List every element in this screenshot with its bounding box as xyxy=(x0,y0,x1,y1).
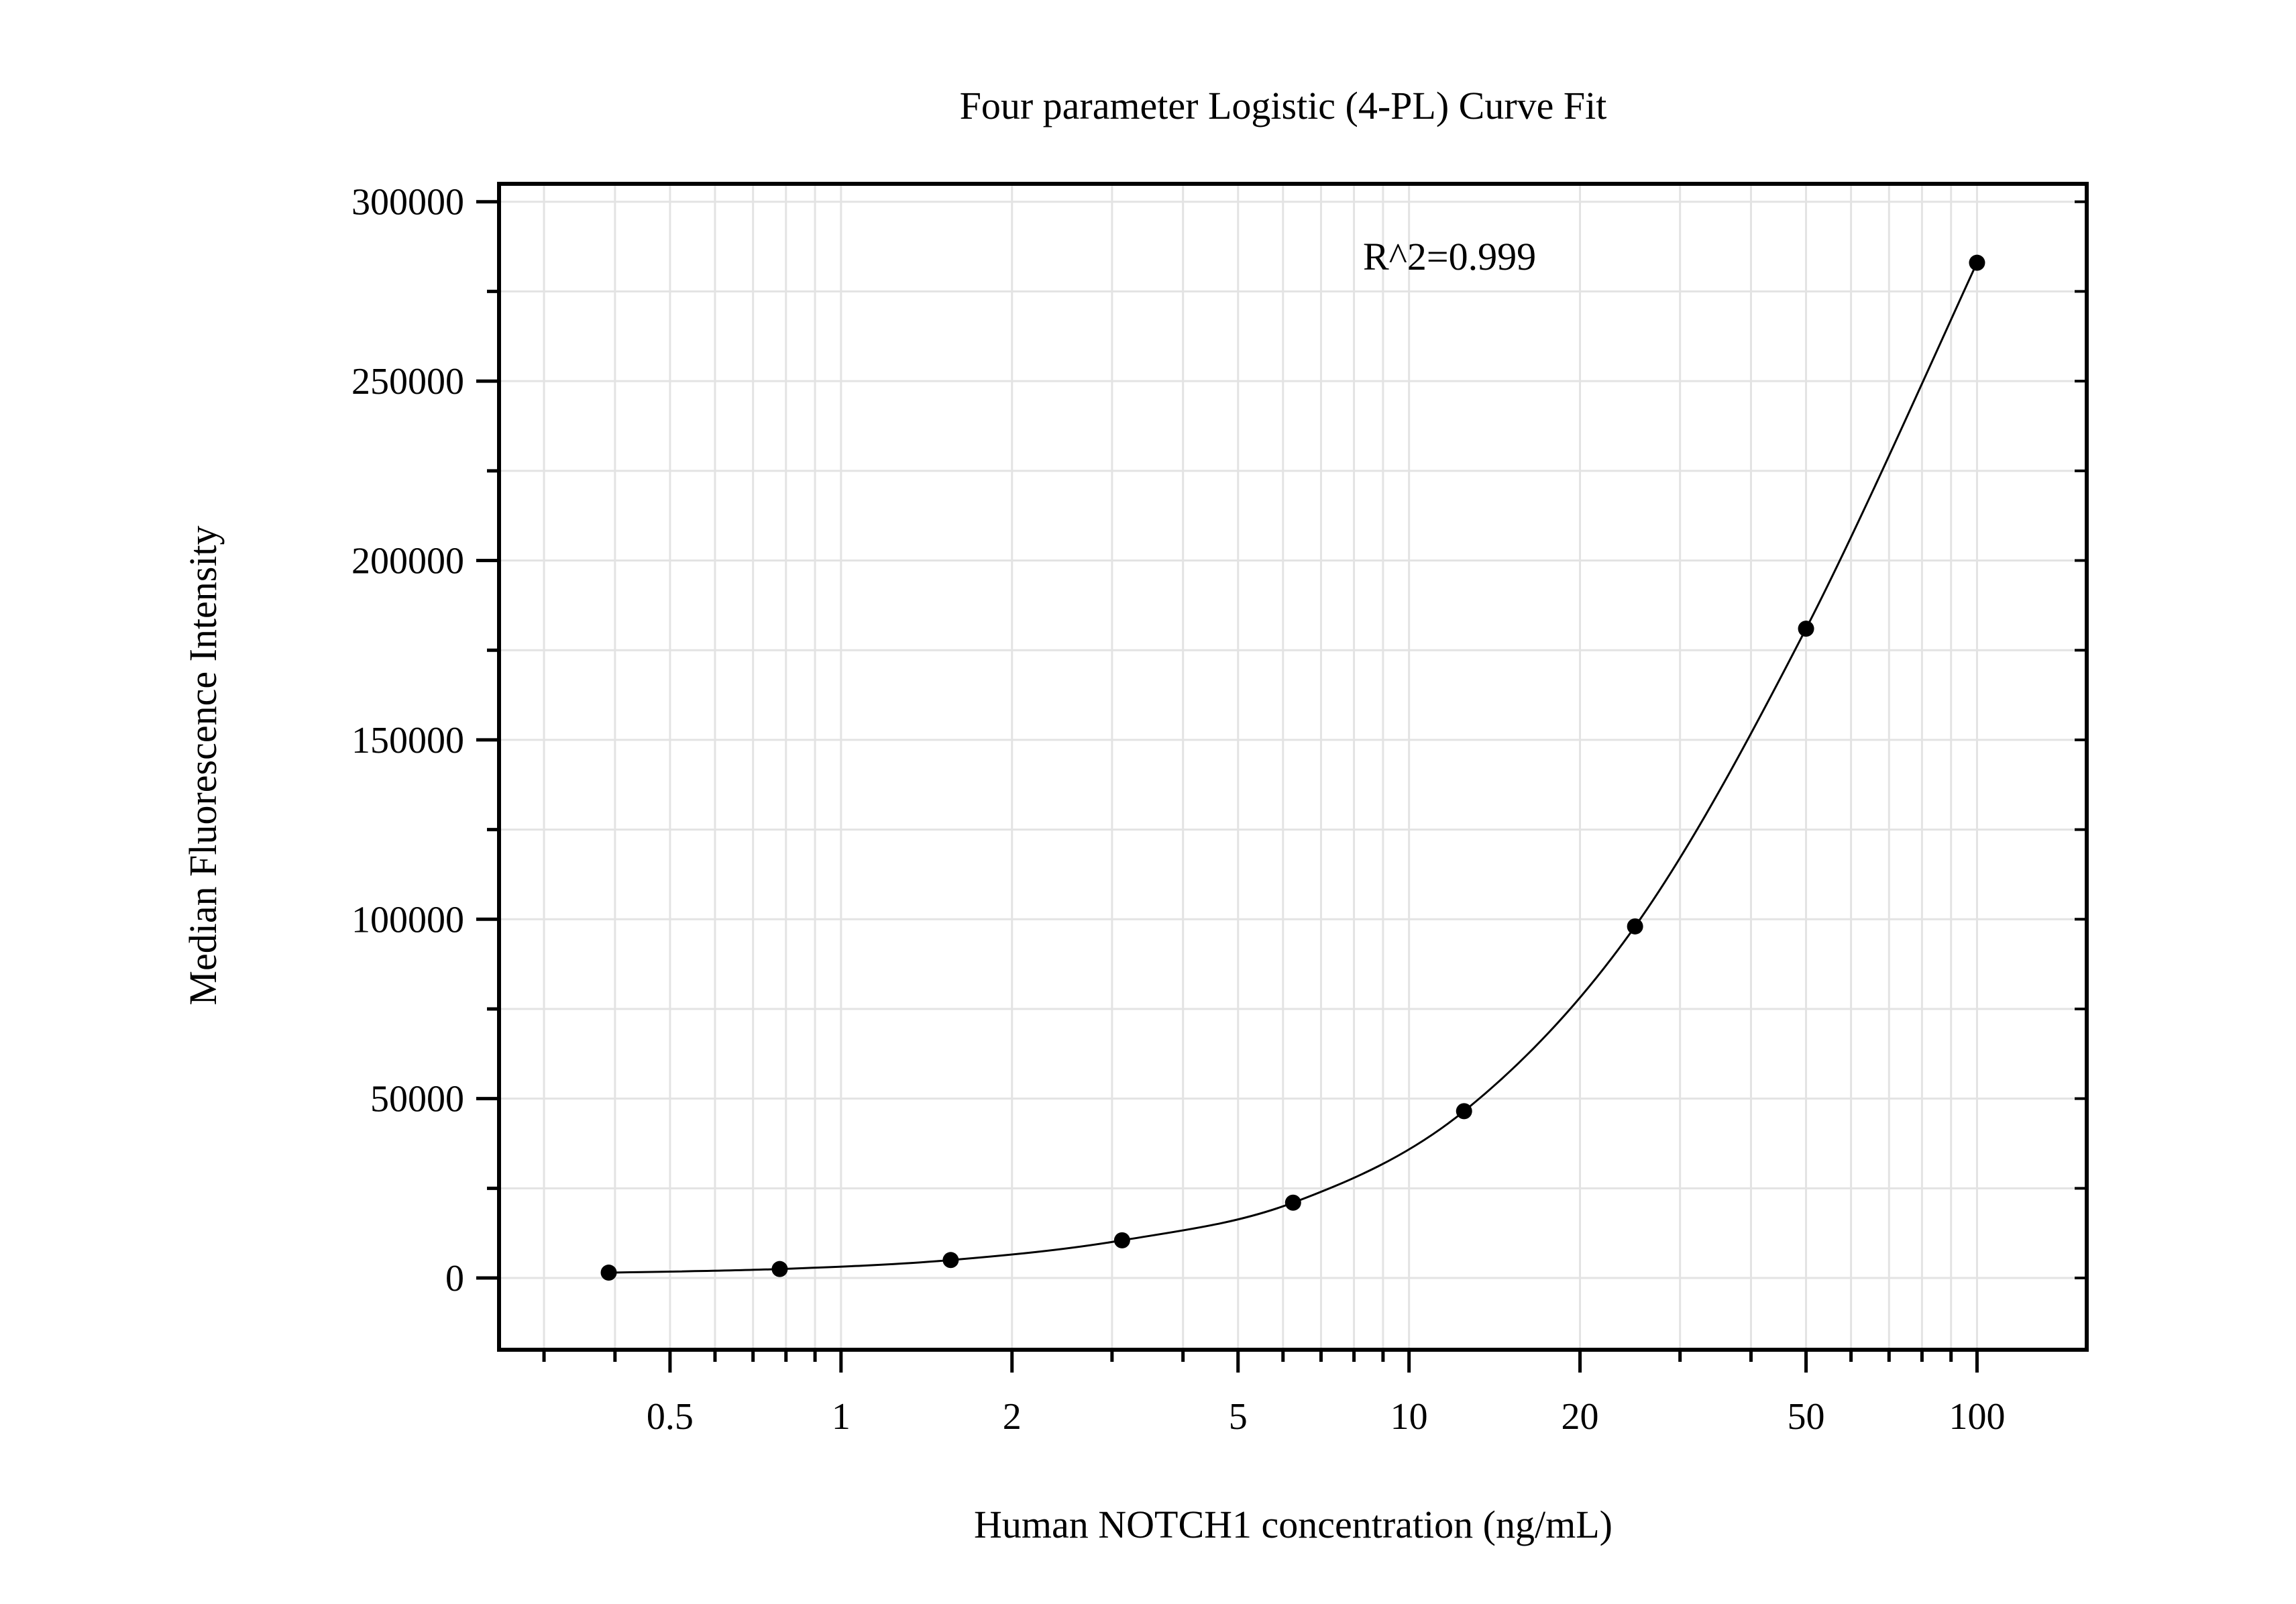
data-point xyxy=(1284,1194,1301,1211)
data-point xyxy=(1113,1232,1130,1248)
x-tick-label: 1 xyxy=(832,1396,851,1438)
data-point xyxy=(1456,1103,1472,1120)
x-tick-label: 0.5 xyxy=(647,1396,694,1438)
data-point xyxy=(1627,918,1643,934)
y-tick-label: 300000 xyxy=(351,182,464,223)
chart-title: Four parameter Logistic (4-PL) Curve Fit xyxy=(960,84,1607,127)
plot-frame xyxy=(497,182,2089,1352)
y-tick-label: 150000 xyxy=(351,720,464,761)
y-tick-label: 250000 xyxy=(351,361,464,403)
x-tick-label: 50 xyxy=(1788,1396,1825,1438)
x-tick-label: 5 xyxy=(1229,1396,1248,1438)
data-point xyxy=(942,1252,959,1269)
data-points xyxy=(600,254,1985,1281)
data-point xyxy=(600,1265,617,1281)
data-point xyxy=(1798,621,1814,637)
x-tick-label: 2 xyxy=(1003,1396,1022,1438)
y-axis-label: Median Fluorescence Intensity xyxy=(181,525,225,1005)
fit-curve-group xyxy=(608,262,1978,1274)
fit-curve xyxy=(608,262,1978,1274)
y-tick-label: 0 xyxy=(445,1258,464,1299)
x-tick-label: 10 xyxy=(1390,1396,1428,1438)
x-tick-label: 100 xyxy=(1949,1396,2005,1438)
r-squared-annotation: R^2=0.999 xyxy=(1363,235,1536,278)
y-tick-label: 100000 xyxy=(351,899,464,941)
x-axis-label: Human NOTCH1 concentration (ng/mL) xyxy=(974,1503,1612,1546)
axis-ticks: 0.5 1 2 5 10 20 50 100 0 50000 100000 150000 200000 2… xyxy=(351,182,2087,1438)
y-tick-label: 50000 xyxy=(370,1079,464,1120)
grid xyxy=(499,184,2087,1350)
data-point xyxy=(1969,254,1985,271)
data-point xyxy=(771,1261,788,1277)
y-tick-label: 200000 xyxy=(351,541,464,582)
x-tick-label: 20 xyxy=(1562,1396,1599,1438)
